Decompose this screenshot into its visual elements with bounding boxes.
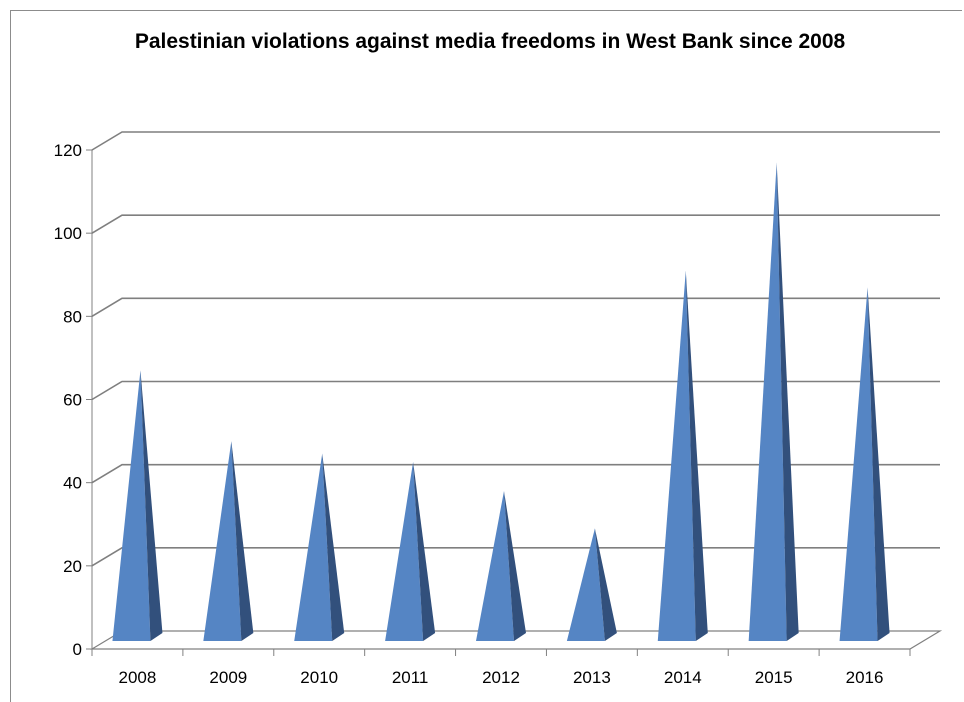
bar	[657, 270, 708, 641]
y-tick-label: 60	[63, 391, 82, 410]
bar-front-face	[385, 461, 424, 641]
bar-side-face	[776, 162, 799, 641]
x-tick-label: 2015	[755, 668, 793, 687]
bar	[748, 162, 799, 641]
y-tick-label: 20	[63, 557, 82, 576]
y-tick-label: 40	[63, 474, 82, 493]
bar-side-face	[685, 270, 708, 641]
bar-side-face	[867, 287, 890, 641]
bar-side-face	[231, 441, 254, 641]
x-tick-label: 2014	[664, 668, 702, 687]
bar-front-face	[839, 287, 878, 641]
bar	[203, 441, 254, 641]
chart-area	[10, 10, 962, 702]
x-tick-label: 2011	[392, 668, 429, 687]
bar-front-face	[112, 370, 151, 641]
x-tick-label: 2012	[482, 668, 520, 687]
bar	[476, 490, 526, 641]
bar-front-face	[476, 490, 514, 641]
bar	[839, 287, 890, 641]
gridline	[91, 214, 940, 234]
y-tick-label: 0	[73, 640, 82, 659]
x-tick-label: 2009	[209, 668, 247, 687]
bar-side-face	[594, 528, 617, 641]
bar-front-face	[566, 528, 605, 641]
gridline	[91, 131, 940, 151]
bar-side-face	[140, 370, 163, 641]
bar	[294, 453, 345, 641]
x-tick-label: 2013	[573, 668, 611, 687]
y-tick-label: 100	[54, 224, 82, 243]
y-tick-label: 80	[63, 307, 82, 326]
x-tick-label: 2016	[846, 668, 884, 687]
gridline	[91, 297, 940, 318]
bar-front-face	[294, 453, 333, 641]
bar-front-face	[203, 441, 242, 641]
bar	[112, 370, 163, 641]
bar	[385, 461, 436, 641]
bar-side-face	[322, 453, 345, 641]
chart-title: Palestinian violations against media fre…	[134, 30, 846, 53]
x-tick-label: 2010	[300, 668, 338, 687]
bar-front-face	[748, 162, 787, 641]
y-tick-label: 120	[54, 141, 82, 160]
gridline	[91, 380, 940, 401]
bar-front-face	[657, 270, 696, 641]
x-tick-label: 2008	[119, 668, 157, 687]
bar-side-face	[504, 490, 526, 641]
bar-side-face	[413, 461, 436, 641]
bar	[566, 528, 617, 641]
gridline	[91, 463, 940, 484]
